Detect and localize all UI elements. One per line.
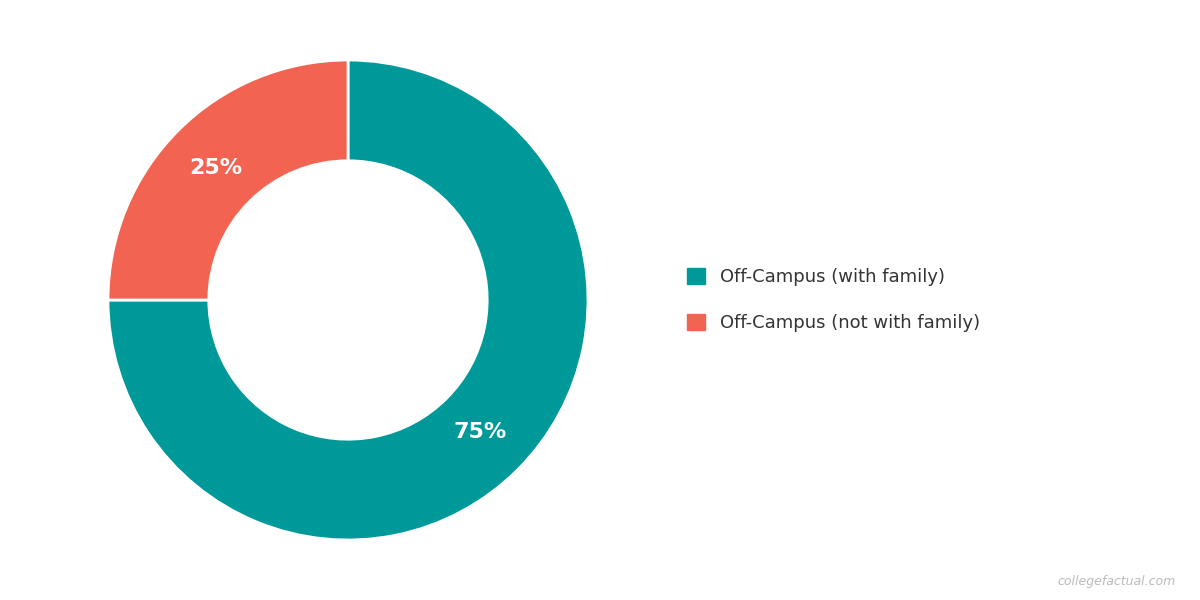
- Legend: Off-Campus (with family), Off-Campus (not with family): Off-Campus (with family), Off-Campus (no…: [670, 250, 997, 350]
- Wedge shape: [108, 60, 588, 540]
- Text: 75%: 75%: [454, 422, 506, 442]
- Text: collegefactual.com: collegefactual.com: [1057, 575, 1176, 588]
- Wedge shape: [108, 60, 348, 300]
- Text: 25%: 25%: [190, 158, 242, 178]
